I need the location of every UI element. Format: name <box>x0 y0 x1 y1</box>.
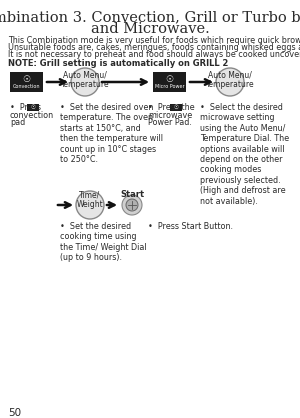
Circle shape <box>122 195 142 215</box>
Text: ☉: ☉ <box>31 105 35 110</box>
Circle shape <box>71 68 99 96</box>
Text: Time/
Weight: Time/ Weight <box>76 190 103 209</box>
Text: NOTE: Grill setting is automatically on GRILL 2: NOTE: Grill setting is automatically on … <box>8 59 228 68</box>
Circle shape <box>216 68 244 96</box>
Text: Auto Menu/
Temperature: Auto Menu/ Temperature <box>206 70 254 89</box>
Text: microwave: microwave <box>148 111 192 120</box>
Text: ☉: ☉ <box>174 105 178 110</box>
Text: Start: Start <box>120 190 144 199</box>
Circle shape <box>76 191 104 219</box>
FancyBboxPatch shape <box>170 104 182 111</box>
Text: Unsuitable foods are, cakes, meringues, foods containing whisked eggs and yorksh: Unsuitable foods are, cakes, meringues, … <box>8 43 300 52</box>
Text: •  Select the desired
microwave setting
using the Auto Menu/
Temperature Dial. T: • Select the desired microwave setting u… <box>200 103 289 206</box>
Text: Convection: Convection <box>13 84 40 89</box>
Text: 50: 50 <box>8 408 21 418</box>
Text: Combination 3. Convection, Grill or Turbo bake: Combination 3. Convection, Grill or Turb… <box>0 10 300 24</box>
Text: ☉: ☉ <box>22 74 31 84</box>
FancyBboxPatch shape <box>27 104 39 111</box>
Text: •  Press the: • Press the <box>148 103 195 112</box>
Text: •  Set the desired oven
temperature. The oven
starts at 150°C, and
then the temp: • Set the desired oven temperature. The … <box>60 103 163 164</box>
Text: pad: pad <box>10 118 25 127</box>
FancyBboxPatch shape <box>153 72 186 92</box>
Text: It is not necessary to preheat and food should always be cooked uncovered.: It is not necessary to preheat and food … <box>8 50 300 59</box>
Text: Micro Power: Micro Power <box>155 84 184 89</box>
Text: ☉: ☉ <box>165 74 174 84</box>
Text: Auto Menu/
Temperature: Auto Menu/ Temperature <box>61 70 109 89</box>
Text: •  Press: • Press <box>10 103 41 112</box>
Text: •  Set the desired
cooking time using
the Time/ Weight Dial
(up to 9 hours).: • Set the desired cooking time using the… <box>60 222 147 262</box>
Text: Power Pad.: Power Pad. <box>148 118 192 127</box>
Text: •  Press Start Button.: • Press Start Button. <box>148 222 233 231</box>
Circle shape <box>126 199 138 211</box>
FancyBboxPatch shape <box>10 72 43 92</box>
Text: This Combination mode is very useful for foods which require quick browning or c: This Combination mode is very useful for… <box>8 36 300 45</box>
Text: convection: convection <box>10 111 54 120</box>
Text: and Microwave.: and Microwave. <box>91 22 209 36</box>
